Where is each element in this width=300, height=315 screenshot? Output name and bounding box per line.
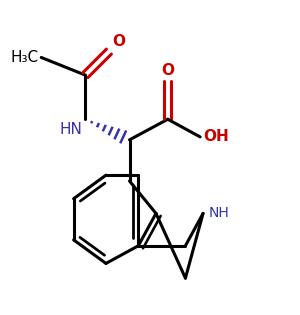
Text: O: O	[112, 34, 125, 49]
Text: OH: OH	[203, 129, 229, 144]
Text: NH: NH	[209, 206, 230, 220]
Text: H₃C: H₃C	[10, 50, 38, 65]
Text: O: O	[161, 63, 174, 78]
Text: HN: HN	[60, 122, 82, 137]
